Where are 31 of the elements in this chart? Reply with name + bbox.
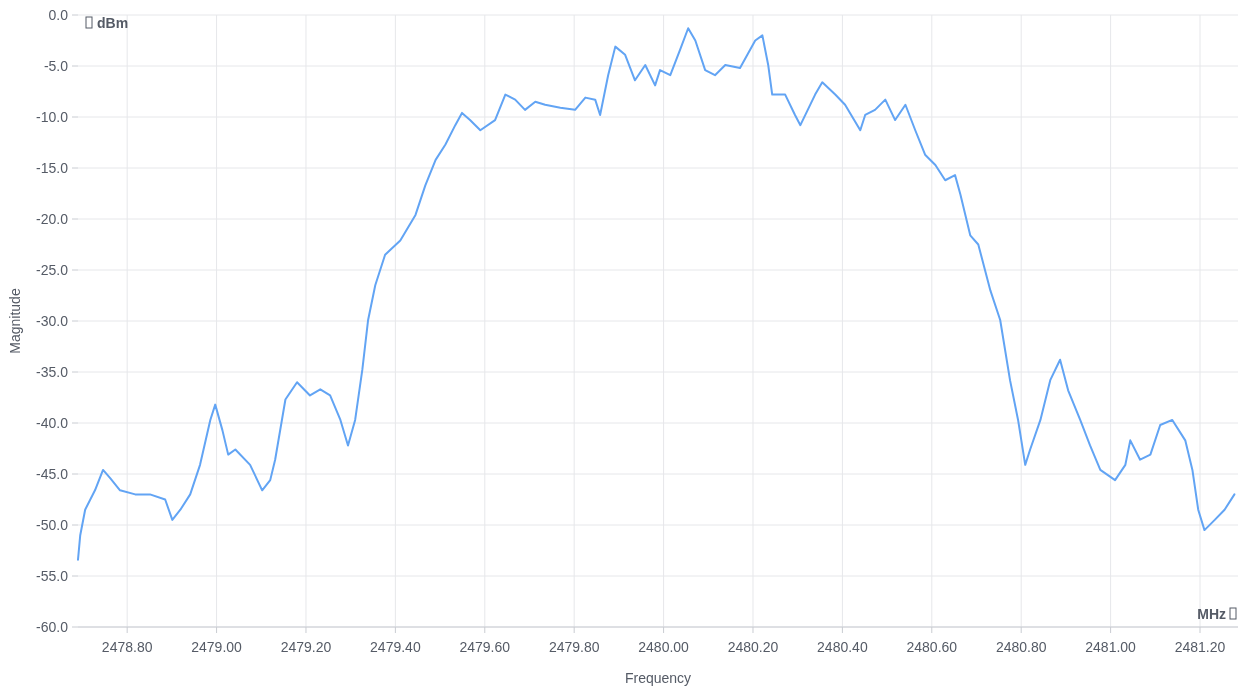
y-tick-label: -30.0 xyxy=(36,312,69,329)
x-tick-label: 2480.80 xyxy=(995,639,1047,655)
y-tick-label: -50.0 xyxy=(36,516,69,533)
y-tick-label: -25.0 xyxy=(36,261,69,278)
x-tick-label: 2480.00 xyxy=(638,639,690,655)
line-series xyxy=(77,27,1236,561)
x-tick-label: 2481.20 xyxy=(1174,639,1226,655)
x-tick-label: 2479.60 xyxy=(459,639,511,655)
x-tick-label: 2481.00 xyxy=(1085,639,1137,655)
annotation: MHz xyxy=(1197,606,1226,622)
y-tick-label: -20.0 xyxy=(36,210,69,227)
y-tick-label: -55.0 xyxy=(36,567,69,584)
x-axis-title: Frequency xyxy=(624,670,692,686)
x-tick-label: 2480.20 xyxy=(727,639,779,655)
y-tick-label: -60.0 xyxy=(36,618,69,635)
y-tick-label: -5.0 xyxy=(43,57,69,74)
y-axis-title: Magnitude xyxy=(7,288,23,354)
x-tick-label: 2478.80 xyxy=(101,639,153,655)
y-tick-label: -40.0 xyxy=(36,414,69,431)
y-tick-label: -35.0 xyxy=(36,363,69,380)
x-tick-label: 2480.40 xyxy=(817,639,868,655)
y-tick-label: 0.0 xyxy=(48,6,69,23)
annotation: dBm xyxy=(97,15,129,31)
y-tick-label: -15.0 xyxy=(36,159,69,176)
x-tick-label: 2479.80 xyxy=(548,639,600,655)
x-tick-label: 2479.00 xyxy=(191,639,243,655)
x-tick-label: 2480.60 xyxy=(906,639,958,655)
y-tick-label: -10.0 xyxy=(36,108,69,125)
y-tick-label: -45.0 xyxy=(36,465,69,482)
x-tick-label: 2479.20 xyxy=(280,639,332,655)
x-tick-label: 2479.40 xyxy=(370,639,421,655)
